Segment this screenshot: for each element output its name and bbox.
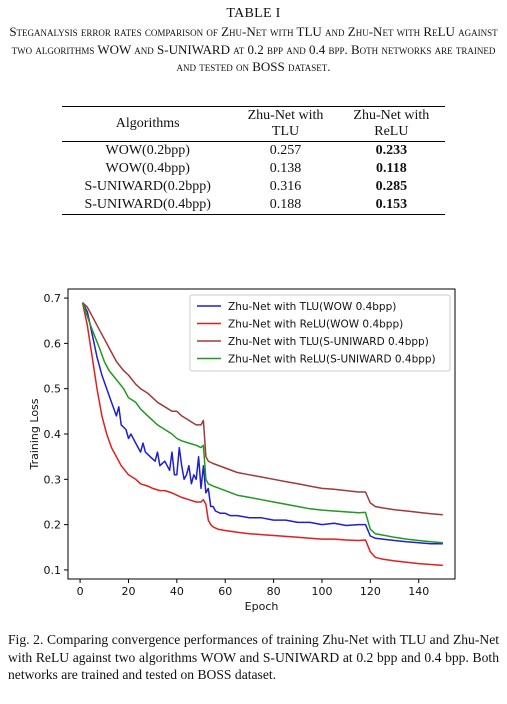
table-title: TABLE I	[226, 6, 281, 21]
chart-svg: 0 20 40 60 80 100 120 1400.10.20.30.40.50.60.7 …	[28, 288, 456, 613]
cell-tlu: 0.188	[269, 197, 302, 212]
comparison-table: Algorithms Zhu-Net with TLU Zhu-Net with…	[62, 106, 445, 215]
cell-algorithm: S-UNIWARD(0.2bpp)	[84, 179, 211, 194]
cell-relu: 0.285	[375, 179, 408, 194]
y-tick-label: 0.1	[44, 564, 62, 577]
series-layer	[81, 302, 443, 567]
header-relu: Zhu-Net with ReLU	[353, 108, 430, 139]
cell-relu: 0.118	[375, 161, 407, 176]
y-tick-label: 0.4	[44, 428, 62, 441]
figure-caption: Fig. 2. Comparing convergence performanc…	[8, 632, 499, 682]
header-tlu: Zhu-Net with TLU	[247, 108, 324, 139]
table-row: WOW(0.2bpp) 0.257 0.233	[62, 142, 445, 161]
legend-label: Zhu-Net with TLU(S-UNIWARD 0.4bpp)	[228, 336, 429, 348]
x-tick-label: 60	[218, 585, 232, 598]
cell-relu: 0.153	[375, 197, 408, 212]
y-tick-label: 0.3	[44, 473, 62, 486]
x-tick-label: 120	[360, 585, 381, 598]
x-tick-label: 80	[267, 585, 281, 598]
series-line	[81, 302, 443, 567]
y-axis-label: Training Loss	[28, 398, 41, 470]
table-row: WOW(0.4bpp) 0.138 0.118	[62, 160, 445, 178]
table-row: S-UNIWARD(0.4bpp) 0.188 0.153	[62, 196, 445, 215]
y-tick-label: 0.5	[44, 383, 62, 396]
legend-label: Zhu-Net with TLU(WOW 0.4bpp)	[228, 301, 396, 313]
x-tick-label: 0	[77, 585, 84, 598]
x-tick-label: 140	[408, 585, 429, 598]
x-axis-label: Epoch	[245, 600, 279, 613]
cell-algorithm: WOW(0.2bpp)	[105, 143, 190, 158]
table-row: S-UNIWARD(0.2bpp) 0.316 0.285	[62, 178, 445, 196]
table-header-row: Algorithms Zhu-Net with TLU Zhu-Net with…	[62, 106, 445, 142]
header-algorithms: Algorithms	[115, 116, 180, 131]
y-tick-label: 0.7	[44, 292, 62, 305]
cell-relu: 0.233	[375, 143, 408, 158]
cell-tlu: 0.257	[269, 143, 302, 158]
cell-tlu: 0.138	[269, 161, 302, 176]
series-line	[81, 302, 443, 544]
ticks-layer: 0 20 40 60 80 100 120 140 0.1 0.2 0.3 0.4 0.5 0.6 0.7	[44, 292, 430, 598]
cell-algorithm: S-UNIWARD(0.4bpp)	[84, 197, 211, 212]
x-tick-label: 40	[170, 585, 184, 598]
cell-tlu: 0.316	[269, 179, 302, 194]
legend-label: Zhu-Net with ReLU(S-UNIWARD 0.4bpp)	[228, 354, 436, 366]
cell-algorithm: WOW(0.4bpp)	[105, 161, 190, 176]
legend-box	[189, 294, 451, 372]
chart-legend: Zhu-Net with TLU(WOW 0.4bpp) Zhu-Net with…	[189, 294, 451, 372]
series-line	[81, 302, 443, 516]
y-tick-label: 0.2	[44, 519, 62, 532]
y-tick-label: 0.6	[44, 337, 62, 350]
table-caption: Steganalysis error rates comparison of Z…	[9, 24, 498, 74]
series-line	[81, 302, 443, 545]
legend-label: Zhu-Net with ReLU(WOW 0.4bpp)	[228, 319, 403, 331]
x-tick-label: 20	[121, 585, 135, 598]
training-loss-chart: 0 20 40 60 80 100 120 140 0.1 0.2 0.3 0.4 0.5 0.6 0.7 …	[0, 283, 507, 623]
x-tick-label: 100	[311, 585, 332, 598]
